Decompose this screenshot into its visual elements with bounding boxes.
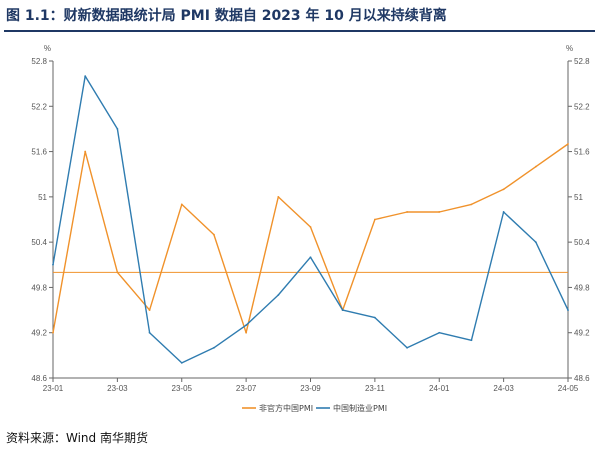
x-tick-label: 23-05 <box>172 384 193 393</box>
data-point <box>406 211 408 213</box>
y-tick-label-right: 50.4 <box>574 238 590 247</box>
series-line-1 <box>52 143 569 334</box>
legend-label-1: 非官方中国PMI <box>259 403 313 413</box>
y-unit-left: % <box>44 44 51 53</box>
data-point <box>309 226 312 228</box>
pmi-line-chart: % % 48.6 48.6 49.2 49.2 49.8 49.8 50.4 50.4 51 51 51… <box>31 44 590 413</box>
data-point <box>148 331 151 334</box>
y-tick-label-right: 52.8 <box>574 57 590 66</box>
data-point <box>373 316 376 319</box>
legend-label-2: 中国制造业PMI <box>333 403 387 413</box>
data-point <box>502 188 505 191</box>
y-tick-label-left: 49.2 <box>31 329 47 338</box>
source-note: 资料来源：Wind 南华期货 <box>6 431 148 445</box>
x-tick-label: 23-01 <box>43 384 64 393</box>
data-point <box>406 346 408 349</box>
y-tick-label-right: 49.2 <box>574 329 590 338</box>
data-point <box>438 211 441 213</box>
x-tick-label: 23-07 <box>236 384 257 393</box>
data-point <box>116 271 119 274</box>
x-tick-label: 23-03 <box>107 384 128 393</box>
x-tick-label: 23-09 <box>300 384 321 393</box>
data-point <box>438 331 441 334</box>
y-tick-label-left: 48.6 <box>31 374 47 383</box>
y-tick-label-left: 52.8 <box>31 57 47 66</box>
y-tick-label-left: 50.4 <box>31 238 47 247</box>
data-point <box>373 218 376 221</box>
title-divider <box>4 30 595 32</box>
data-point <box>277 195 280 198</box>
y-unit-right: % <box>566 44 573 53</box>
y-tick-label-left: 51.6 <box>31 148 47 157</box>
data-point <box>84 75 87 77</box>
data-point <box>567 309 569 311</box>
data-point <box>309 256 312 259</box>
data-point <box>470 203 473 206</box>
y-tick-label-right: 49.8 <box>574 283 590 292</box>
data-point <box>116 128 119 130</box>
data-point <box>180 362 183 364</box>
data-point <box>534 165 537 168</box>
x-tick-label: 24-05 <box>558 384 579 393</box>
data-point <box>84 150 87 153</box>
x-tick-label: 24-01 <box>429 384 450 393</box>
data-point <box>502 211 505 213</box>
data-point <box>180 203 183 206</box>
data-point <box>567 143 569 145</box>
data-point <box>213 346 215 349</box>
data-point <box>213 233 215 236</box>
y-tick-label-right: 48.6 <box>574 374 590 383</box>
y-tick-label-right: 52.2 <box>574 102 590 111</box>
data-point <box>470 339 473 342</box>
y-tick-label-left: 49.8 <box>31 283 47 292</box>
y-tick-label-left: 51 <box>38 193 47 202</box>
data-point <box>148 309 151 311</box>
data-point <box>341 309 344 311</box>
data-point <box>245 331 248 334</box>
x-tick-label: 23-11 <box>365 384 385 393</box>
data-point <box>534 241 537 244</box>
data-point <box>52 263 54 266</box>
data-point <box>52 331 54 334</box>
data-point <box>277 294 280 296</box>
x-tick-label: 24-03 <box>493 384 514 393</box>
chart-title: 图 1.1：财新数据跟统计局 PMI 数据自 2023 年 10 月以来持续背离 <box>6 8 447 24</box>
y-tick-label-right: 51.6 <box>574 148 590 157</box>
y-tick-label-right: 51 <box>574 193 583 202</box>
data-point <box>245 324 248 327</box>
series-line-2 <box>52 75 569 364</box>
y-tick-label-left: 52.2 <box>31 102 47 111</box>
